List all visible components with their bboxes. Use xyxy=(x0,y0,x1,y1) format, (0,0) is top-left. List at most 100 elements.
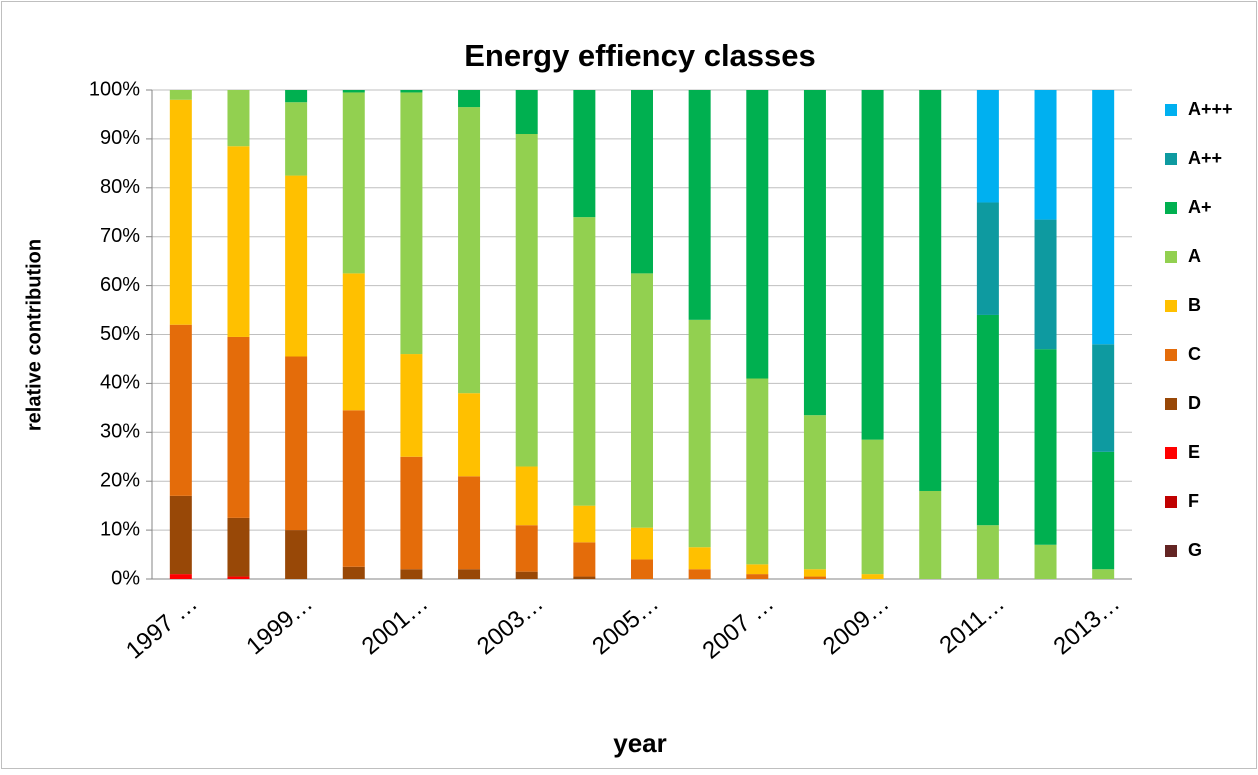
legend-label: F xyxy=(1188,491,1199,511)
bar-segment xyxy=(631,90,653,274)
bar-segment xyxy=(169,99,192,325)
bar-segment xyxy=(169,574,192,579)
bar-segment xyxy=(976,314,999,526)
y-tick-label: 100% xyxy=(89,78,140,100)
y-tick-label: 50% xyxy=(100,323,140,345)
y-tick-label: 30% xyxy=(100,421,140,443)
y-tick-label: 40% xyxy=(100,372,140,394)
legend-swatch xyxy=(1165,398,1177,410)
bar-segment xyxy=(400,92,423,355)
bar-segment xyxy=(1034,90,1057,220)
legend-swatch xyxy=(1165,104,1177,116)
legend-label: A+++ xyxy=(1188,99,1233,119)
bar-segment xyxy=(746,564,769,575)
bar-segment xyxy=(169,324,192,496)
legend-label: D xyxy=(1188,393,1201,413)
bar-segment xyxy=(688,90,711,320)
bar-segment xyxy=(803,569,826,577)
bar-segment xyxy=(573,90,596,218)
y-tick-label: 60% xyxy=(100,274,140,296)
y-axis-label: relative contribution xyxy=(23,239,45,431)
legend-swatch xyxy=(1165,349,1177,361)
bar-segment xyxy=(573,576,596,579)
bar-segment xyxy=(400,354,423,457)
bar-segment xyxy=(688,569,711,579)
y-tick-label: 0% xyxy=(111,567,140,589)
bar-segment xyxy=(803,576,826,579)
bar-segment xyxy=(400,456,423,570)
legend-label: G xyxy=(1188,540,1202,560)
bar-segment xyxy=(515,90,538,135)
bar-segment xyxy=(573,217,596,506)
bar-segment xyxy=(169,495,192,575)
bar-segment xyxy=(227,336,250,518)
bar-segment xyxy=(1092,90,1115,345)
bar-segment xyxy=(688,319,711,548)
legend-swatch xyxy=(1165,202,1177,214)
y-tick-label: 80% xyxy=(100,176,140,198)
legend-swatch xyxy=(1165,251,1177,263)
legend-label: A+ xyxy=(1188,197,1212,217)
bar-segment xyxy=(631,527,653,560)
bar-segment xyxy=(227,517,250,577)
legend-label: B xyxy=(1188,295,1201,315)
bar-segment xyxy=(861,574,884,579)
bar-segment xyxy=(631,559,653,579)
bar-segment xyxy=(458,476,481,570)
bar-segment xyxy=(746,378,769,565)
bar-segment xyxy=(227,146,250,337)
bar-segment xyxy=(746,574,769,579)
bar-segment xyxy=(342,92,365,274)
bar-segment xyxy=(285,530,308,579)
bar-segment xyxy=(1034,544,1057,579)
legend-swatch xyxy=(1165,153,1177,165)
bar-segment xyxy=(169,90,192,100)
bar-segment xyxy=(1092,569,1115,579)
bar-segment xyxy=(861,439,884,575)
bar-segment xyxy=(342,273,365,411)
y-tick-label: 20% xyxy=(100,469,140,491)
bar-segment xyxy=(803,415,826,570)
bar-segment xyxy=(573,505,596,543)
bar-segment xyxy=(688,547,711,570)
bar-segment xyxy=(631,273,653,528)
bar-segment xyxy=(227,576,250,579)
legend-label: E xyxy=(1188,442,1200,462)
legend-label: A++ xyxy=(1188,148,1222,168)
bar-segment xyxy=(919,90,942,491)
legend-swatch xyxy=(1165,300,1177,312)
y-tick-label: 70% xyxy=(100,225,140,247)
legend-swatch xyxy=(1165,447,1177,459)
bar-segment xyxy=(803,90,826,416)
bar-segment xyxy=(458,107,481,394)
bar-segment xyxy=(976,90,999,203)
bar-segment xyxy=(976,202,999,315)
bar-segment xyxy=(1034,349,1057,545)
bar-segment xyxy=(861,90,884,440)
bar-segment xyxy=(976,525,999,579)
bar-segment xyxy=(285,356,308,531)
bar-segment xyxy=(342,90,365,93)
legend-label: A xyxy=(1188,246,1201,266)
chart-title: Energy effiency classes xyxy=(464,38,816,73)
bar-segment xyxy=(515,571,538,579)
bar-segment xyxy=(227,90,250,147)
bar-segment xyxy=(285,102,308,176)
bar-segment xyxy=(342,566,365,579)
bar-segment xyxy=(1092,451,1115,570)
y-tick-label: 90% xyxy=(100,127,140,149)
bar-segment xyxy=(285,90,308,103)
bar-segment xyxy=(1034,219,1057,350)
bar-segment xyxy=(746,90,769,379)
bar-segment xyxy=(458,90,481,108)
bar-segment xyxy=(400,569,423,579)
bar-segment xyxy=(919,490,942,579)
bar-segment xyxy=(458,569,481,579)
y-tick-label: 10% xyxy=(100,518,140,540)
bar-segment xyxy=(515,525,538,572)
bar-segment xyxy=(400,90,423,93)
legend-swatch xyxy=(1165,545,1177,557)
bar-segment xyxy=(515,134,538,467)
